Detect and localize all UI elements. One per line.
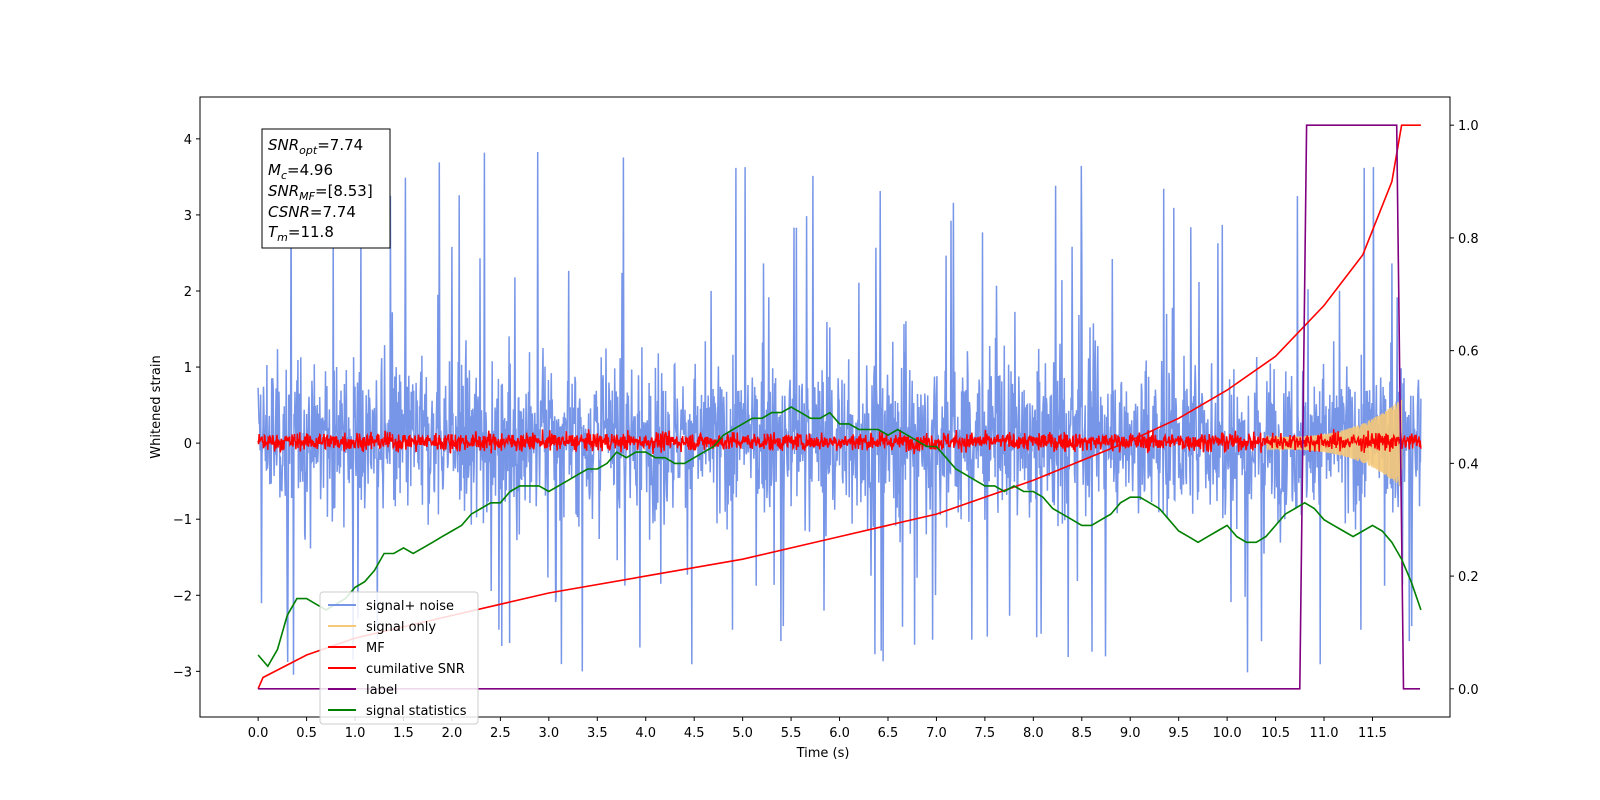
legend: signal+ noise signal only MF cumilative SNR… xyxy=(319,591,479,725)
x-tick-label: 4.0 xyxy=(635,726,656,741)
y-right-tick-label: 0.4 xyxy=(1458,457,1479,472)
x-tick-label: 6.5 xyxy=(878,726,899,741)
x-tick-label: 8.5 xyxy=(1071,726,1092,741)
y-right-tick-label: 0.8 xyxy=(1458,232,1479,247)
x-tick-label: 2.0 xyxy=(442,726,463,741)
x-tick-label: 6.0 xyxy=(829,726,850,741)
x-tick-label: 1.0 xyxy=(345,726,366,741)
x-axis-label: Time (s) xyxy=(796,746,850,761)
annotation-mc: Mc=4.96 xyxy=(268,161,333,182)
y-axis-left: −3 −2 −1 0 1 2 3 4 xyxy=(173,133,200,680)
x-tick-label: 1.5 xyxy=(393,726,414,741)
x-tick-label: 10.0 xyxy=(1213,726,1242,741)
x-tick-label: 10.5 xyxy=(1261,726,1290,741)
annotation-snr-opt: SNRopt=7.74 xyxy=(268,136,363,157)
y-left-tick-label: 3 xyxy=(184,209,192,224)
x-tick-label: 11.0 xyxy=(1310,726,1339,741)
y-right-tick-label: 1.0 xyxy=(1458,119,1479,134)
series-label-line xyxy=(258,124,1420,690)
y-right-tick-label: 0.0 xyxy=(1458,683,1479,698)
x-tick-label: 3.5 xyxy=(587,726,608,741)
y-left-tick-label: −1 xyxy=(173,513,192,528)
legend-entry-label: signal+ noise xyxy=(366,599,454,614)
x-tick-label: 5.5 xyxy=(781,726,802,741)
annotation-snr-mf: SNRMF=[8.53] xyxy=(268,182,373,203)
series-signal-statistics-line xyxy=(257,406,1422,668)
x-tick-label: 0.0 xyxy=(248,726,269,741)
y-left-tick-label: 1 xyxy=(184,361,192,376)
legend-entry-label: MF xyxy=(366,641,385,656)
y-left-tick-label: 0 xyxy=(184,437,192,452)
x-tick-label: 3.0 xyxy=(538,726,559,741)
legend-entry-label: signal statistics xyxy=(366,704,467,719)
x-tick-label: 8.0 xyxy=(1023,726,1044,741)
x-axis: 0.0 0.5 1.0 1.5 2.0 2.5 3.0 3.5 4.0 4.5 5.0 5.5 6.0 6… xyxy=(248,717,1387,741)
y-left-tick-label: −3 xyxy=(173,665,192,680)
plot-frame xyxy=(199,96,1451,718)
y-right-tick-label: 0.2 xyxy=(1458,570,1479,585)
annotation-frame xyxy=(261,128,391,249)
x-tick-label: 7.0 xyxy=(926,726,947,741)
annotation-csnr: CSNR=7.74 xyxy=(268,203,356,221)
legend-entry-label: signal only xyxy=(366,620,436,635)
y-left-tick-label: 4 xyxy=(184,133,192,148)
x-tick-label: 4.5 xyxy=(684,726,705,741)
y-left-tick-label: 2 xyxy=(184,285,192,300)
y-axis-label: Whitened strain xyxy=(149,355,164,458)
y-right-tick-label: 0.6 xyxy=(1458,345,1479,360)
y-left-tick-label: −2 xyxy=(173,589,192,604)
x-tick-label: 7.5 xyxy=(975,726,996,741)
y-axis-right: 0.0 0.2 0.4 0.6 0.8 1.0 xyxy=(1450,119,1479,698)
x-tick-label: 0.5 xyxy=(296,726,317,741)
legend-frame xyxy=(319,591,479,725)
series-mf-line xyxy=(257,429,1422,455)
x-tick-label: 2.5 xyxy=(490,726,511,741)
x-tick-label: 11.5 xyxy=(1358,726,1387,741)
annotation-tm: Tm=11.8 xyxy=(268,223,334,244)
legend-entry-label: cumilative SNR xyxy=(366,662,465,677)
annotation-box: SNRopt=7.74 Mc=4.96 SNRMF=[8.53] CSNR=7.… xyxy=(261,128,391,249)
legend-entry-label: label xyxy=(366,683,397,698)
x-tick-label: 9.5 xyxy=(1168,726,1189,741)
x-tick-label: 5.0 xyxy=(732,726,753,741)
x-tick-label: 9.0 xyxy=(1120,726,1141,741)
